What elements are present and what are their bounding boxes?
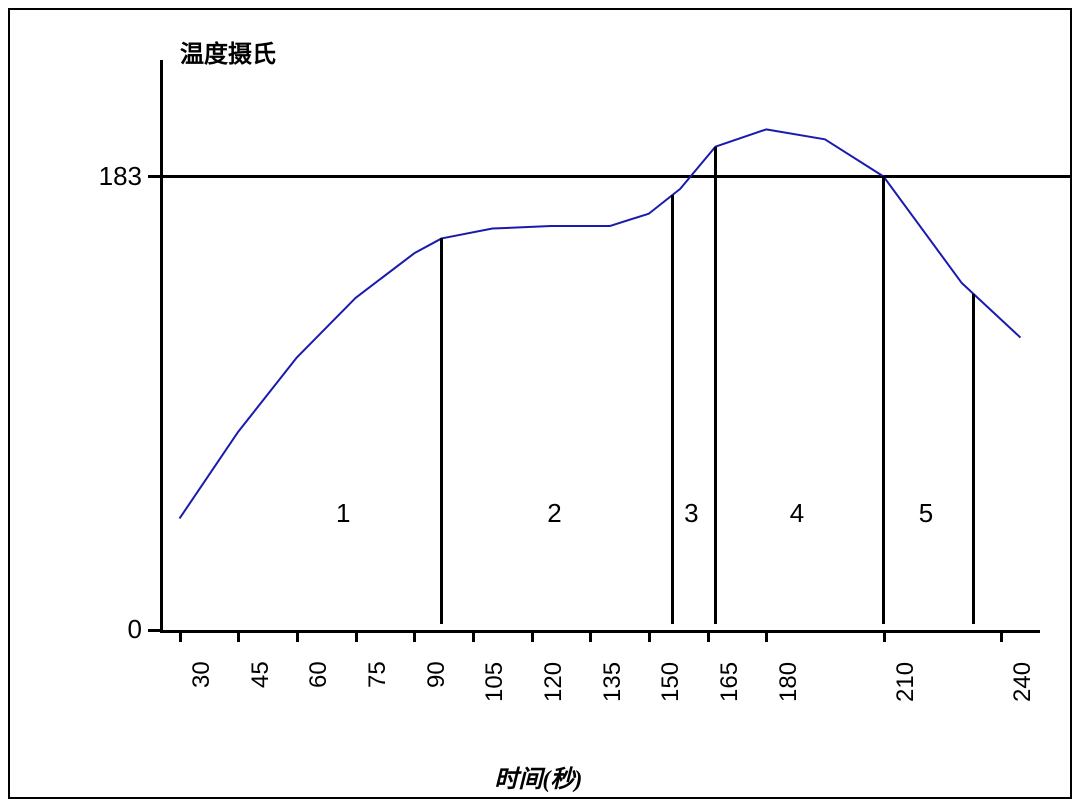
zone-label: 1 <box>336 498 350 529</box>
zone-divider <box>440 238 443 624</box>
zone-divider <box>882 176 885 624</box>
reflow-profile-chart: 温度摄氏018330456075901051201351501651802102… <box>0 0 1080 807</box>
zone-divider <box>972 294 975 624</box>
zone-divider <box>714 147 717 624</box>
zone-divider <box>671 195 674 624</box>
zone-label: 4 <box>790 498 804 529</box>
temperature-curve <box>0 0 1080 807</box>
zone-label: 2 <box>547 498 561 529</box>
zone-label: 3 <box>684 498 698 529</box>
zone-label: 5 <box>919 498 933 529</box>
